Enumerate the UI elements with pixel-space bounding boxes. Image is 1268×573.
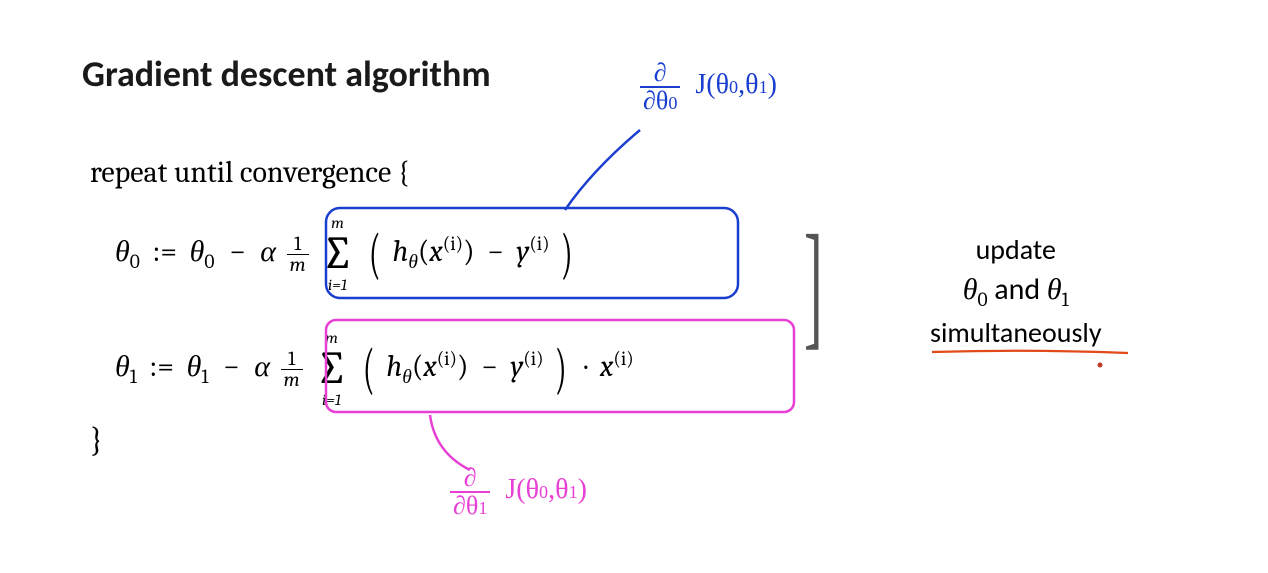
inner-minus: −: [481, 234, 510, 269]
y-var: y: [516, 234, 529, 269]
fraction-1-over-m: 1 m: [281, 349, 303, 390]
minus-op: −: [221, 234, 254, 269]
theta2: θ: [1047, 272, 1062, 307]
summation: m ∑ i=1: [321, 215, 354, 293]
blue-J: J(θ: [695, 69, 729, 100]
sigma-symbol: ∑: [315, 346, 348, 392]
frac-num: 1: [287, 234, 309, 254]
theta: θ: [963, 272, 978, 307]
theta-rhs: θ: [190, 234, 205, 269]
x-var: x: [423, 349, 436, 384]
theta-lhs-sub: 1: [130, 365, 137, 388]
pink-frac-num: ∂: [450, 465, 490, 491]
blue-partial-derivative-label: ∂ ∂θ0 J(θ0,θ1): [640, 60, 777, 114]
h: h: [386, 349, 402, 384]
pink-frac-den: ∂θ1: [450, 491, 490, 519]
frac-den: m: [281, 369, 303, 390]
dot-op: ·: [578, 349, 593, 384]
x-sup: (i): [437, 347, 457, 370]
open-paren: (: [363, 347, 375, 392]
y-sup: (i): [523, 347, 543, 370]
h-sub: θ: [402, 365, 412, 388]
pink-Jsub0: 0: [539, 482, 548, 502]
closing-brace: }: [90, 420, 103, 460]
blue-Jend: ): [768, 69, 777, 100]
h-sub: θ: [408, 250, 418, 273]
and-text: and: [994, 271, 1047, 308]
close-small-paren: ): [463, 234, 474, 269]
pink-Jend: ): [578, 474, 587, 505]
open-small-paren: (: [418, 234, 429, 269]
theta-lhs: θ: [115, 349, 130, 384]
alpha: α: [260, 234, 276, 269]
h-theta: hθ(x(i)): [386, 349, 475, 384]
summation: m ∑ i=1: [315, 330, 348, 408]
close-paren: ): [555, 347, 567, 392]
slide-title: Gradient descent algorithm: [82, 52, 491, 96]
blue-J-expr: J(θ0,θ1): [687, 69, 777, 100]
theta-lhs: θ: [115, 234, 130, 269]
sidenote-line2: θ0 and θ1: [930, 269, 1102, 313]
sub1: 1: [1062, 288, 1069, 311]
h: h: [392, 234, 408, 269]
fraction-1-over-m: 1 m: [287, 234, 309, 275]
side-note-update-simultaneously: update θ0 and θ1 simultaneously: [930, 230, 1102, 353]
trailing-x: x: [600, 349, 613, 384]
stray-red-dot: [1098, 363, 1103, 368]
repeat-text: repeat until convergence {: [90, 155, 410, 190]
right-grouping-bracket: ]: [804, 215, 823, 355]
frac-den: m: [287, 254, 309, 275]
equation-theta1: θ1 := θ1 − α 1 m m ∑ i=1 ( hθ(x(i)) − y(…: [115, 330, 634, 408]
open-small-paren: (: [412, 349, 423, 384]
blue-den-sub: 0: [668, 93, 677, 113]
repeat-until-convergence: repeat until convergence {: [90, 155, 410, 190]
pink-connector-line: [430, 415, 470, 470]
frac-num: 1: [281, 349, 303, 369]
close-paren: ): [561, 232, 573, 277]
pink-partial-derivative-label: ∂ ∂θ1 J(θ0,θ1): [450, 465, 587, 519]
sigma-symbol: ∑: [321, 231, 354, 277]
pink-J-expr: J(θ0,θ1): [497, 474, 587, 505]
trailing-x-sup: (i): [613, 347, 633, 370]
alpha: α: [254, 349, 270, 384]
theta-rhs-sub: 0: [204, 250, 214, 273]
pink-den-sub: 1: [478, 498, 487, 518]
pink-J: J(θ: [505, 474, 539, 505]
sub0: 0: [978, 288, 988, 311]
blue-Jmid: ,θ: [738, 69, 758, 100]
theta-rhs-sub: 1: [201, 365, 208, 388]
x-var: x: [429, 234, 442, 269]
equation-theta0: θ0 := θ0 − α 1 m m ∑ i=1 ( hθ(x(i)) − y(…: [115, 215, 578, 293]
pink-Jmid: ,θ: [548, 474, 568, 505]
blue-connector-line: [565, 130, 640, 210]
close-small-paren: ): [457, 349, 468, 384]
sidenote-line1: update: [930, 230, 1102, 269]
sidenote-line3: simultaneously: [930, 315, 1102, 350]
blue-frac-den: ∂θ0: [640, 86, 680, 114]
y-var: y: [510, 349, 523, 384]
blue-frac-num: ∂: [640, 60, 680, 86]
pink-Jsub1: 1: [569, 482, 578, 502]
blue-Jsub0: 0: [729, 77, 738, 97]
sidenote-line3-wrap: simultaneously: [930, 313, 1102, 352]
assign-op: :=: [143, 349, 180, 384]
assign-op: :=: [146, 234, 183, 269]
pink-frac: ∂ ∂θ1: [450, 465, 490, 519]
blue-den-d: ∂θ: [643, 86, 668, 115]
h-theta: hθ(x(i)): [392, 234, 481, 269]
x-sup: (i): [443, 232, 463, 255]
blue-Jsub1: 1: [759, 77, 768, 97]
open-paren: (: [369, 232, 381, 277]
theta-lhs-sub: 0: [130, 250, 140, 273]
minus-op: −: [215, 349, 248, 384]
blue-frac: ∂ ∂θ0: [640, 60, 680, 114]
theta-rhs: θ: [187, 349, 202, 384]
pink-den-d: ∂θ: [453, 491, 478, 520]
underline-icon: [930, 348, 1130, 356]
inner-minus: −: [475, 349, 504, 384]
y-sup: (i): [529, 232, 549, 255]
